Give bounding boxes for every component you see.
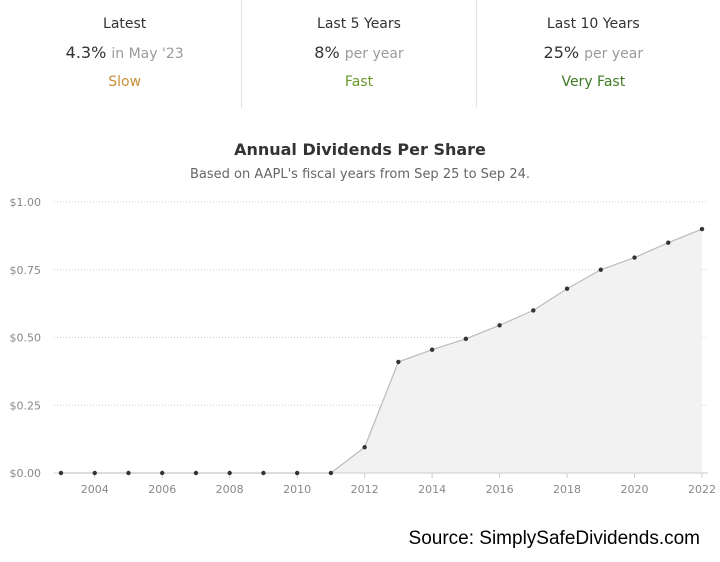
data-point <box>362 445 367 450</box>
source-credit: Source: SimplySafeDividends.com <box>408 528 700 549</box>
data-point <box>699 226 705 232</box>
data-point <box>598 267 603 272</box>
data-point <box>227 470 232 476</box>
stat-value-row: 8% per year <box>242 43 475 62</box>
stat-value: 4.3% <box>65 43 107 62</box>
data-point <box>126 470 131 476</box>
data-point <box>294 470 300 476</box>
dividend-growth-summary: Latest 4.3% in May '23 Slow Last 5 Years… <box>8 0 710 108</box>
data-point <box>261 470 266 476</box>
y-tick-label: $0.50 <box>10 332 42 345</box>
data-point <box>463 336 469 342</box>
data-point <box>429 347 435 352</box>
y-tick-label: $0.75 <box>10 264 42 277</box>
x-tick-label: 2010 <box>283 483 311 496</box>
stat-latest: Latest 4.3% in May '23 Slow <box>8 0 241 108</box>
stat-value: 25% <box>543 43 580 62</box>
x-tick-label: 2022 <box>688 483 716 496</box>
x-tick-label: 2008 <box>216 483 244 496</box>
x-tick-label: 2016 <box>486 483 514 496</box>
stat-rating: Slow <box>108 74 142 90</box>
x-tick-label: 2004 <box>81 483 109 496</box>
data-point <box>497 323 502 328</box>
stat-value: 8% <box>314 43 340 62</box>
stat-suffix: per year <box>584 46 644 62</box>
data-point <box>531 308 536 313</box>
x-axis-ticks <box>94 473 703 478</box>
dividend-area-fill <box>61 229 702 473</box>
x-tick-label: 2020 <box>621 483 649 496</box>
data-point <box>564 286 570 291</box>
stat-rating: Very Fast <box>561 74 626 90</box>
stat-suffix: in May '23 <box>111 46 184 62</box>
y-tick-label: $1.00 <box>10 196 42 209</box>
data-points <box>58 226 705 476</box>
data-point <box>666 240 671 245</box>
stat-last-10-years: Last 10 Years 25% per year Very Fast <box>475 0 710 108</box>
data-point <box>632 255 637 260</box>
x-tick-label: 2018 <box>553 483 581 496</box>
stat-last-5-years: Last 5 Years 8% per year Fast <box>241 0 475 108</box>
x-tick-label: 2006 <box>148 483 176 496</box>
stat-suffix: per year <box>344 46 404 62</box>
stat-label: Latest <box>103 16 147 32</box>
x-tick-label: 2014 <box>418 483 446 496</box>
stat-label: Last 5 Years <box>317 16 401 32</box>
data-point <box>92 470 97 476</box>
chart-subtitle: Based on AAPL's fiscal years from Sep 25… <box>190 167 530 182</box>
data-point <box>58 470 64 476</box>
x-tick-label: 2012 <box>351 483 379 496</box>
x-axis-labels: 2004 2006 2008 2010 2012 2014 2016 2018 2020 2022 <box>81 483 716 496</box>
data-point <box>193 470 199 476</box>
stat-rating: Fast <box>344 74 374 90</box>
data-point <box>328 470 334 476</box>
stat-label: Last 10 Years <box>546 16 640 32</box>
y-tick-label: $0.25 <box>10 399 42 412</box>
chart-title: Annual Dividends Per Share <box>234 140 486 159</box>
data-point <box>396 359 401 365</box>
stat-value-row: 25% per year <box>477 43 710 62</box>
stat-value-row: 4.3% in May '23 <box>8 43 241 62</box>
y-tick-label: $0.00 <box>10 467 42 480</box>
y-axis-labels: $0.00 $0.25 $0.50 $0.75 $1.00 <box>10 196 42 480</box>
data-point <box>160 470 165 476</box>
